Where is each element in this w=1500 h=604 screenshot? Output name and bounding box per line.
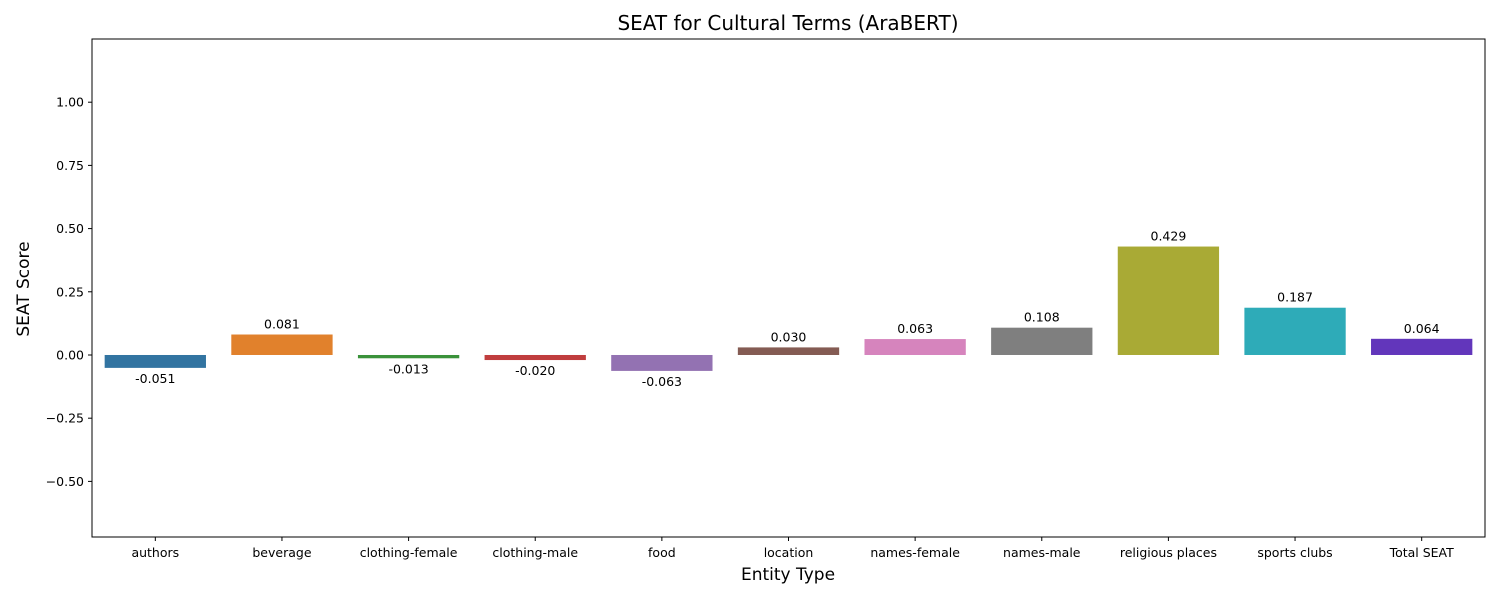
plot-area-frame <box>91 38 1486 538</box>
y-tick-label: −0.50 <box>46 474 84 489</box>
data-label: 0.064 <box>1404 321 1440 336</box>
x-tick-label: authors <box>131 545 179 560</box>
y-axis: −0.50 −0.25 0.00 0.25 0.50 0.75 1.00 <box>46 95 92 489</box>
x-tick-label: clothing-male <box>492 545 578 560</box>
x-tick-label: Total SEAT <box>1389 545 1455 560</box>
y-axis-label: SEAT Score <box>14 241 34 336</box>
y-tick-label: 0.50 <box>56 221 84 236</box>
x-tick-label: names-male <box>1003 545 1081 560</box>
bar-clothing-female <box>357 354 460 359</box>
y-tick-label: 1.00 <box>56 95 84 110</box>
data-label: 0.187 <box>1277 290 1313 305</box>
x-axis-label: Entity Type <box>741 565 835 585</box>
x-tick-label: clothing-female <box>360 545 458 560</box>
bar-location <box>737 347 840 355</box>
data-label: -0.051 <box>135 371 175 386</box>
bar-clothing-male <box>484 354 586 361</box>
data-label: -0.063 <box>642 374 682 389</box>
x-tick-label: names-female <box>870 545 960 560</box>
bar-beverage <box>231 334 333 355</box>
bar-names-female <box>864 339 966 355</box>
x-tick-label: beverage <box>252 545 311 560</box>
data-label: 0.030 <box>771 329 807 344</box>
bar-authors <box>104 354 206 368</box>
data-label: 0.429 <box>1151 229 1187 244</box>
bar-religious-places <box>1117 246 1220 355</box>
chart-title: SEAT for Cultural Terms (AraBERT) <box>617 11 958 35</box>
x-axis: authors beverage clothing-female clothing-m… <box>131 537 1454 560</box>
x-tick-label: religious places <box>1120 545 1217 560</box>
x-tick-label: sports clubs <box>1257 545 1332 560</box>
bar-food <box>611 354 713 371</box>
data-label: 0.063 <box>897 321 933 336</box>
data-label: 0.081 <box>264 317 300 332</box>
bar-sports-clubs <box>1244 307 1346 355</box>
bar-total-seat <box>1371 338 1473 355</box>
data-label: 0.108 <box>1024 310 1060 325</box>
y-tick-label: 0.00 <box>56 347 84 362</box>
bars-layer <box>104 246 1473 371</box>
y-tick-label: 0.25 <box>56 284 84 299</box>
data-label: -0.020 <box>515 363 555 378</box>
y-tick-label: −0.25 <box>46 411 84 426</box>
y-tick-label: 0.75 <box>56 158 84 173</box>
bar-names-male <box>991 327 1093 355</box>
data-label: -0.013 <box>388 361 428 376</box>
data-labels-layer: -0.051 0.081 -0.013 -0.020 -0.063 0.030 0.063 0… <box>135 229 1439 389</box>
x-tick-label: location <box>764 545 814 560</box>
x-tick-label: food <box>648 545 676 560</box>
